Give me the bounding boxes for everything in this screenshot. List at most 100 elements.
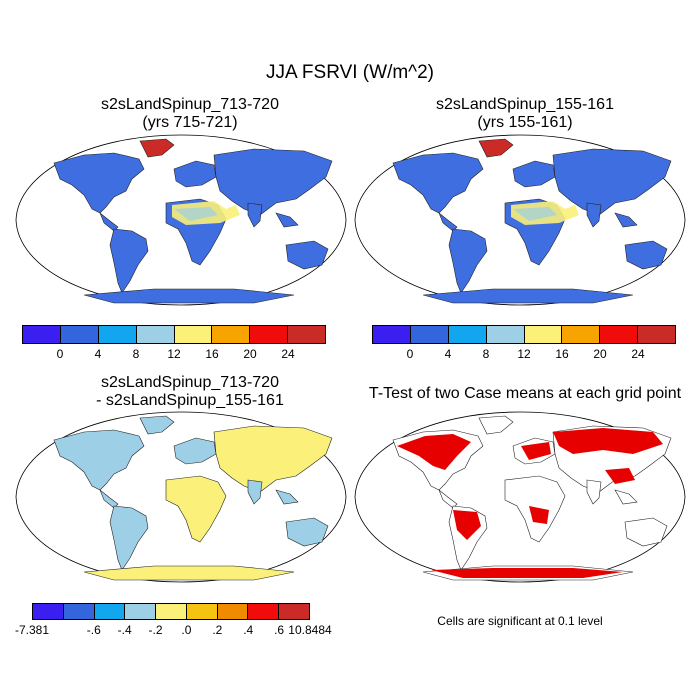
colorbar-tick-label: .6 bbox=[274, 623, 285, 637]
colorbar-swatch bbox=[156, 604, 187, 619]
colorbar-tick-label: 4 bbox=[444, 347, 452, 361]
panel-title-line2: (yrs 715-721) bbox=[142, 114, 238, 131]
colorbar-tick-label: -.6 bbox=[86, 623, 101, 637]
colorbar-tick-label: 20 bbox=[243, 347, 257, 361]
continent-africa bbox=[165, 475, 227, 543]
continent-greenland bbox=[139, 138, 175, 158]
panel-title-line2: - s2sLandSpinup_155-161 bbox=[96, 392, 284, 409]
colorbar-swatch bbox=[217, 604, 249, 619]
panel-title-line2: (yrs 155-161) bbox=[477, 114, 573, 131]
colorbar-swatch bbox=[410, 326, 449, 343]
colorbar-tick-label: .2 bbox=[212, 623, 223, 637]
continent-southAmerica bbox=[109, 505, 149, 571]
panel-title-line1: s2sLandSpinup_713-720 bbox=[101, 96, 279, 113]
colorbar-tick-label: .4 bbox=[243, 623, 254, 637]
continent-australia bbox=[624, 240, 668, 270]
colorbar-tick-label: 8 bbox=[132, 347, 140, 361]
figure-title: JJA FSRVI (W/m^2) bbox=[266, 62, 434, 83]
colorbar-tick-label: 4 bbox=[94, 347, 102, 361]
colorbar-swatch bbox=[125, 604, 157, 619]
colorbar-tick-label: 8 bbox=[482, 347, 490, 361]
colorbar-tick-label: 16 bbox=[555, 347, 569, 361]
colorbar-swatch bbox=[250, 326, 289, 343]
colorbar-tick-label: 10.8484 bbox=[288, 623, 332, 637]
colorbar-swatch bbox=[63, 604, 95, 619]
significant-cells bbox=[521, 442, 551, 460]
colorbar-swatch bbox=[33, 604, 64, 619]
colorbar-swatch bbox=[600, 326, 639, 343]
continent-india bbox=[586, 479, 602, 505]
colorbar-tick-label: 16 bbox=[205, 347, 219, 361]
colorbar-swatch bbox=[23, 326, 61, 343]
colorbar-tick-label: 0 bbox=[406, 347, 414, 361]
colorbar-tick-label: -7.381 bbox=[14, 623, 50, 637]
colorbar-tick-label: -.4 bbox=[117, 623, 132, 637]
significant-cells bbox=[605, 468, 635, 484]
colorbar-swatch bbox=[212, 326, 251, 343]
colorbar-tick-label: 12 bbox=[167, 347, 181, 361]
map-top-right bbox=[354, 134, 686, 306]
continent-australia bbox=[624, 517, 668, 547]
desert-region bbox=[174, 207, 218, 221]
colorbar-swatch bbox=[98, 326, 137, 343]
desert-region bbox=[513, 207, 557, 221]
colorbar-swatch bbox=[186, 604, 218, 619]
colorbar-swatch bbox=[174, 326, 213, 343]
panel-title-bottom-left: s2sLandSpinup_713-720 - s2sLandSpinup_15… bbox=[30, 374, 350, 410]
continent-seAsia bbox=[614, 212, 638, 228]
colorbar-swatch bbox=[60, 326, 99, 343]
continent-australia bbox=[285, 240, 329, 270]
continent-india bbox=[247, 479, 263, 505]
colorbar-swatch bbox=[373, 326, 411, 343]
continent-asia bbox=[552, 148, 672, 216]
significant-cells bbox=[431, 568, 623, 578]
colorbar-tick-label: 24 bbox=[281, 347, 295, 361]
panel-title-top-right: s2sLandSpinup_155-161 (yrs 155-161) bbox=[365, 96, 685, 132]
continent-northAmerica bbox=[392, 152, 484, 214]
continent-southAmerica bbox=[448, 228, 488, 294]
continent-greenland bbox=[139, 415, 175, 435]
continent-europe bbox=[173, 160, 217, 188]
colorbar-swatch bbox=[136, 326, 175, 343]
continent-antarctica bbox=[83, 565, 295, 581]
map-bottom-right bbox=[354, 411, 686, 583]
colorbar-tick-label: .0 bbox=[181, 623, 192, 637]
continent-australia bbox=[285, 517, 329, 547]
significant-cells bbox=[453, 510, 481, 540]
colorbar-top-right bbox=[372, 325, 676, 344]
colorbar-tick-label: 0 bbox=[56, 347, 64, 361]
continent-europe bbox=[173, 437, 217, 465]
panel-title-top-left: s2sLandSpinup_713-720 (yrs 715-721) bbox=[30, 96, 350, 132]
continent-northAmerica bbox=[53, 152, 145, 214]
colorbar-swatch bbox=[288, 326, 325, 343]
colorbar-swatch bbox=[524, 326, 563, 343]
colorbar-swatch bbox=[94, 604, 126, 619]
colorbar-swatch bbox=[279, 604, 310, 619]
colorbar-tick-label: 12 bbox=[517, 347, 531, 361]
significance-note: Cells are significant at 0.1 level bbox=[437, 614, 603, 628]
panel-title-bottom-right: T-Test of two Case means at each grid po… bbox=[368, 385, 682, 402]
significant-cells bbox=[397, 434, 471, 470]
colorbar-bottom-left bbox=[32, 603, 310, 620]
continent-europe bbox=[512, 160, 556, 188]
significant-cells bbox=[553, 428, 663, 454]
colorbar-top-left bbox=[22, 325, 326, 344]
continent-antarctica bbox=[83, 288, 295, 304]
continent-seAsia bbox=[275, 489, 299, 505]
colorbar-swatch bbox=[562, 326, 601, 343]
panel-title-line1: s2sLandSpinup_713-720 bbox=[101, 374, 279, 391]
map-bottom-left bbox=[15, 411, 347, 583]
panel-title-line1: s2sLandSpinup_155-161 bbox=[436, 96, 614, 113]
continent-antarctica bbox=[422, 288, 634, 304]
continent-seAsia bbox=[275, 212, 299, 228]
colorbar-tick-label: -.2 bbox=[148, 623, 163, 637]
continent-northAmerica bbox=[53, 429, 145, 491]
continent-india bbox=[586, 202, 602, 228]
colorbar-tick-label: 24 bbox=[631, 347, 645, 361]
continent-southAmerica bbox=[109, 228, 149, 294]
colorbar-swatch bbox=[448, 326, 487, 343]
continent-greenland bbox=[478, 415, 514, 435]
colorbar-swatch bbox=[248, 604, 280, 619]
colorbar-swatch bbox=[486, 326, 525, 343]
continent-seAsia bbox=[614, 489, 638, 505]
